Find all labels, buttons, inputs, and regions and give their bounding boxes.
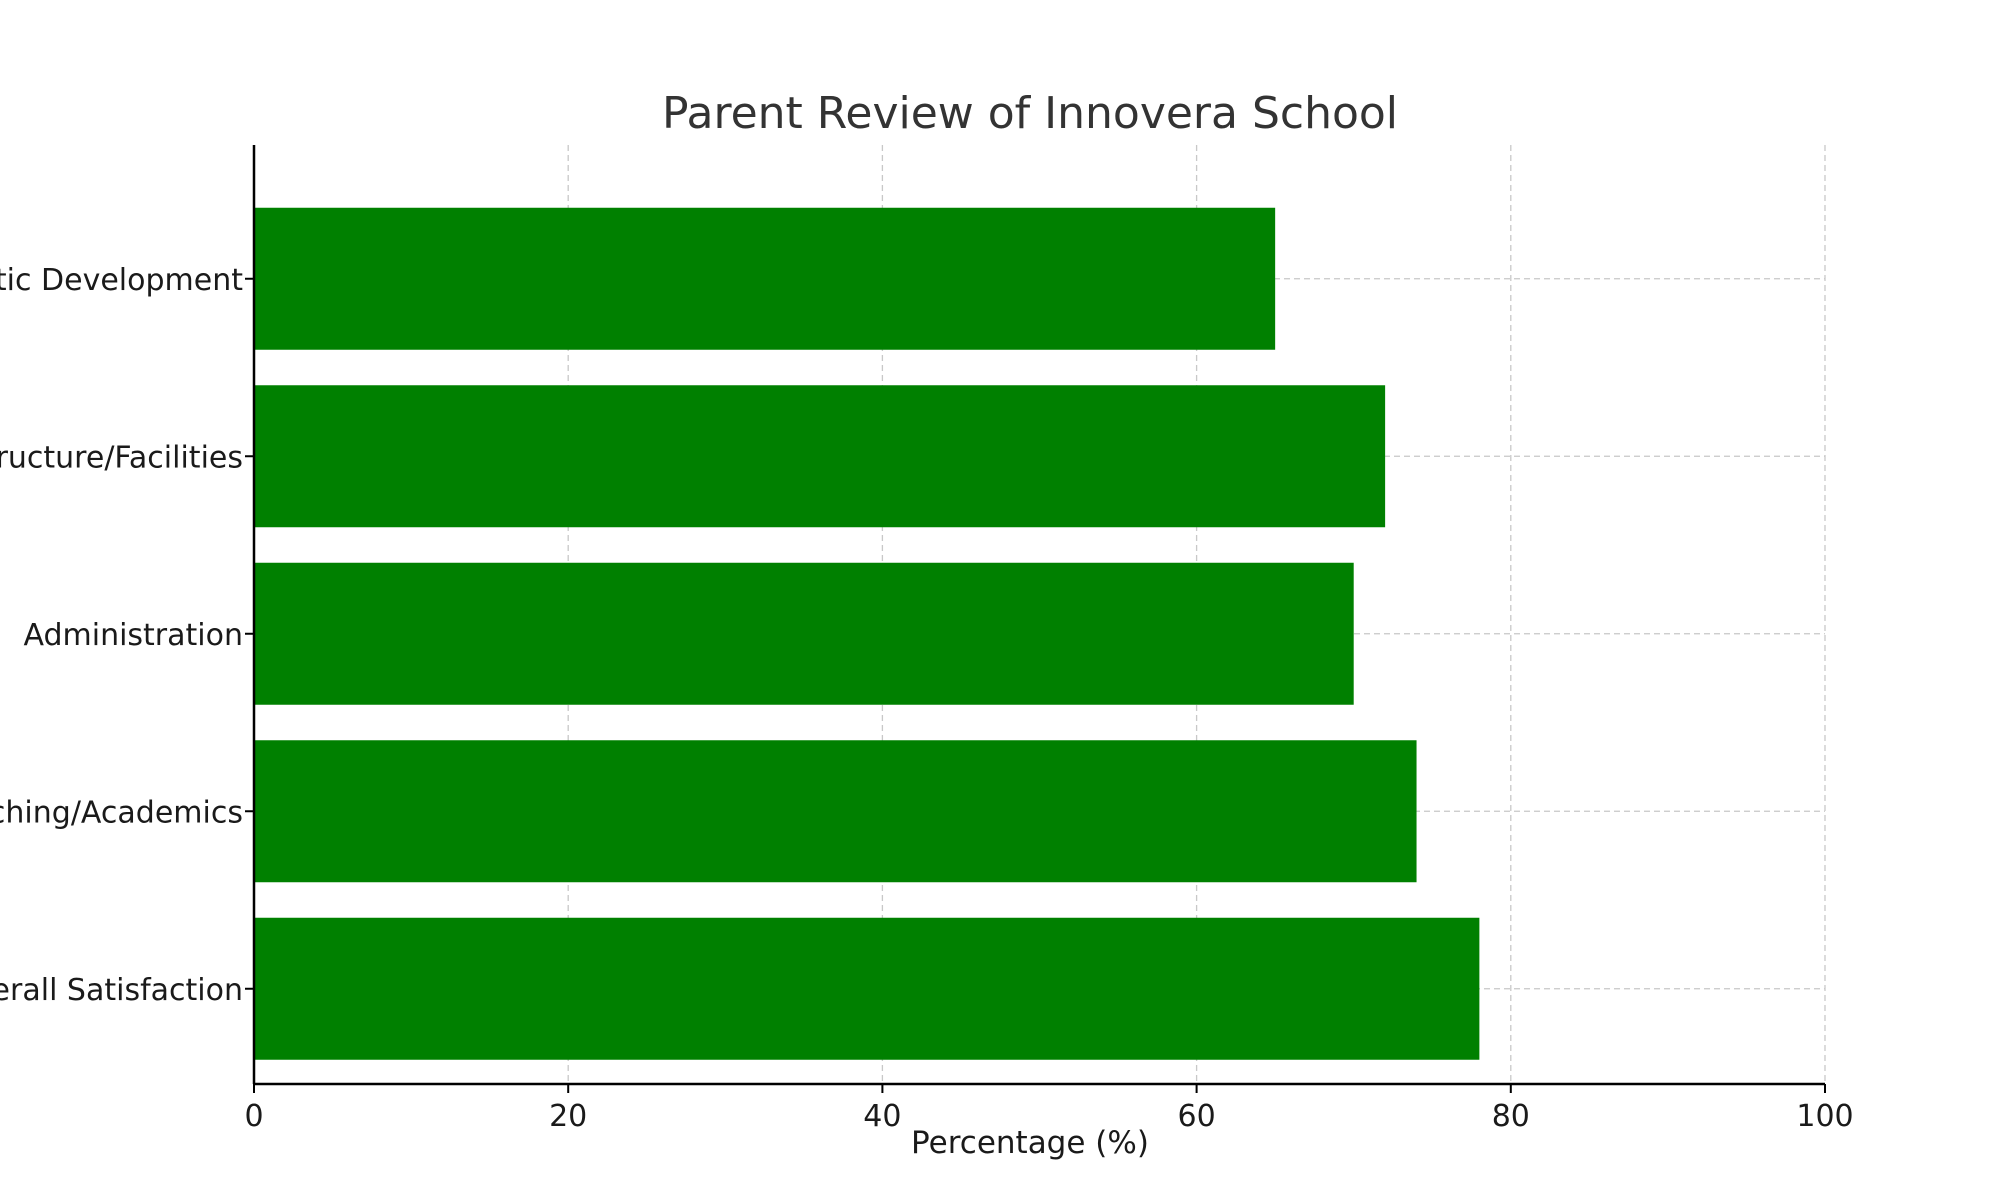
y-tick-label: Holistic Development <box>0 263 243 298</box>
x-tick-label: 40 <box>863 1099 901 1134</box>
bars <box>254 207 1480 1060</box>
bar <box>254 385 1386 528</box>
y-tick-label: Infrastructure/Facilities <box>0 440 243 475</box>
x-tick-label: 0 <box>244 1099 263 1134</box>
x-tick-label: 80 <box>1492 1099 1530 1134</box>
bar <box>254 917 1480 1060</box>
bar <box>254 207 1276 350</box>
chart-title: Parent Review of Innovera School <box>662 88 1398 139</box>
x-axis-label: Percentage (%) <box>911 1125 1149 1161</box>
y-tick-label: Administration <box>23 618 243 653</box>
axes <box>245 145 1826 1093</box>
x-tick-label: 20 <box>549 1099 587 1134</box>
y-tick-label: Overall Satisfaction <box>0 973 243 1008</box>
bar <box>254 740 1417 883</box>
y-tick-labels: Overall Satisfaction Teaching/Academics Ad… <box>0 263 243 1008</box>
x-tick-label: 60 <box>1178 1099 1216 1134</box>
bar <box>254 562 1354 705</box>
x-tick-label: 100 <box>1796 1099 1853 1134</box>
y-tick-label: Teaching/Academics <box>0 795 243 830</box>
x-tick-labels: 0 20 40 60 80 100 <box>244 1099 1853 1134</box>
